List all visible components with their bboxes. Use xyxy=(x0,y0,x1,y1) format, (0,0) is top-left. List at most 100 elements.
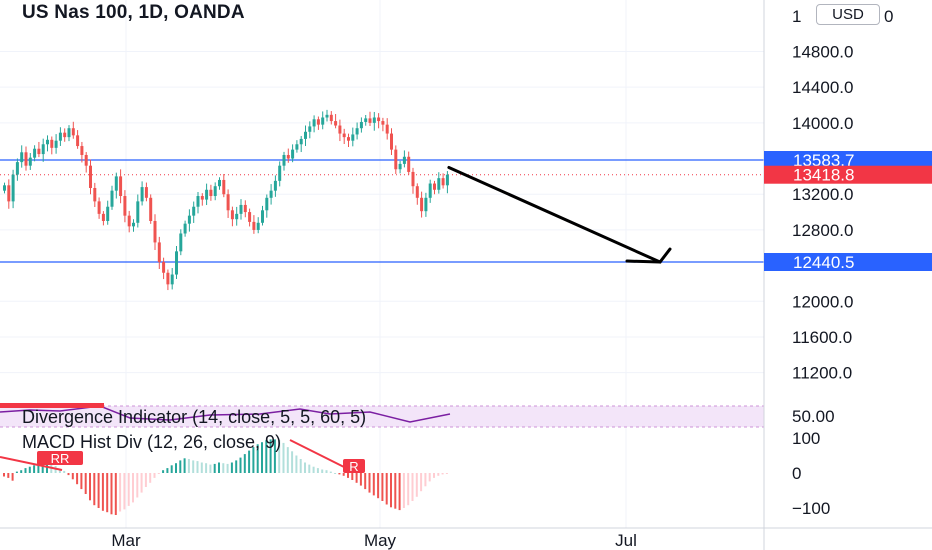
candle-body xyxy=(248,212,252,222)
macd-bar xyxy=(218,462,220,473)
macd-bar xyxy=(235,460,238,473)
candle-body xyxy=(205,189,209,200)
candle-body xyxy=(334,121,338,126)
candle-body xyxy=(200,196,204,200)
candle-body xyxy=(355,128,359,135)
candle-body xyxy=(67,128,71,138)
macd-histogram-panel: RRR xyxy=(0,439,448,515)
candle-body xyxy=(101,213,105,222)
macd-indicator-label[interactable]: MACD Hist Div (12, 26, close, 9) xyxy=(22,432,282,452)
macd-bar xyxy=(282,442,285,473)
macd-bar xyxy=(273,439,276,473)
macd-bar xyxy=(119,473,122,512)
macd-bar xyxy=(140,473,143,493)
candle-body xyxy=(37,148,41,155)
price-tick-label: 11600.0 xyxy=(792,328,852,347)
macd-bar xyxy=(37,462,40,473)
macd-bar xyxy=(162,470,165,473)
candle-body xyxy=(136,201,140,223)
macd-bar xyxy=(441,473,444,475)
divergence-indicator-label[interactable]: Divergence Indicator (14, close, 5, 5, 6… xyxy=(22,407,367,427)
candle-body xyxy=(428,183,432,198)
macd-bar xyxy=(166,468,169,473)
currency-button[interactable]: USD xyxy=(816,4,880,25)
candle-body xyxy=(50,139,54,148)
macd-bar xyxy=(308,464,311,473)
candle-body xyxy=(372,117,376,123)
price-tick-label: 14400.0 xyxy=(792,78,853,97)
candle-body xyxy=(269,190,273,198)
candle-body xyxy=(316,119,320,125)
macd-marker-rr-bg xyxy=(37,451,83,465)
macd-bar xyxy=(291,451,294,473)
macd-bar xyxy=(372,473,375,496)
macd-bar xyxy=(15,471,18,473)
macd-bar xyxy=(252,447,255,473)
support-price-label-bg xyxy=(764,253,932,271)
macd-bar xyxy=(394,473,397,509)
macd-bar xyxy=(149,473,152,483)
macd-bar xyxy=(420,473,423,492)
projection-arrow xyxy=(447,165,672,264)
macd-divergence-line-1 xyxy=(0,456,63,471)
candle-body xyxy=(342,133,346,138)
macd-bar xyxy=(123,473,126,510)
candle-body xyxy=(76,135,80,147)
resistance-price-label: 13583.7 xyxy=(793,151,854,170)
macd-bar xyxy=(63,470,66,473)
resistance-price-label-bg xyxy=(764,151,932,169)
macd-bar xyxy=(385,473,388,505)
current-price-label: 13418.8 xyxy=(793,166,854,185)
macd-bar xyxy=(321,469,324,473)
macd-bar xyxy=(304,462,306,473)
candle-body xyxy=(41,144,45,155)
price-tick-label: 14000.0 xyxy=(792,114,853,133)
candle-body xyxy=(144,187,148,198)
macd-bar xyxy=(58,468,61,473)
candle-body xyxy=(286,154,290,159)
candle-body xyxy=(71,128,75,136)
divergence-marker xyxy=(0,403,104,408)
macd-bar xyxy=(213,463,216,473)
macd-bar xyxy=(170,465,173,473)
chart-title: US Nas 100, 1D, OANDA xyxy=(22,2,245,23)
candle-body xyxy=(437,178,441,190)
macd-bar xyxy=(183,458,186,473)
candle-body xyxy=(265,197,269,211)
time-axis[interactable]: Mar May Jul xyxy=(0,527,932,550)
macd-bar xyxy=(433,473,435,478)
candle-body xyxy=(385,124,389,134)
candle-body xyxy=(114,176,118,191)
candle-body xyxy=(368,118,372,123)
candle-body xyxy=(398,163,402,170)
macd-tick-label: 100 xyxy=(792,429,820,448)
price-axis[interactable]: 14800.0 14400.0 14000.0 13200.0 12800.0 12000… xyxy=(763,0,932,550)
candle-body xyxy=(278,165,282,181)
macd-bar xyxy=(84,473,87,494)
candle-body xyxy=(183,223,187,234)
macd-bar xyxy=(265,440,268,473)
candle-body xyxy=(243,204,247,213)
arrow-head-left xyxy=(625,259,662,264)
macd-bar xyxy=(437,473,440,476)
macd-bar xyxy=(200,462,203,473)
macd-bar xyxy=(424,473,427,487)
macd-bar xyxy=(106,473,109,513)
candle-body xyxy=(162,262,166,273)
candle-body xyxy=(329,114,333,122)
candlestick-series xyxy=(3,109,449,291)
candle-body xyxy=(84,154,88,166)
macd-bar xyxy=(316,468,319,473)
arrow-head-right xyxy=(658,247,672,264)
macd-bar xyxy=(127,473,130,506)
macd-bar xyxy=(364,473,367,490)
candle-body xyxy=(381,121,385,125)
price-tick-label-top: 1 xyxy=(792,7,801,26)
candle-body xyxy=(235,213,239,220)
candle-body xyxy=(407,156,411,172)
candle-body xyxy=(252,221,256,230)
macd-bar xyxy=(342,473,345,476)
macd-bar xyxy=(196,461,199,473)
divergence-indicator-panel xyxy=(0,403,764,428)
